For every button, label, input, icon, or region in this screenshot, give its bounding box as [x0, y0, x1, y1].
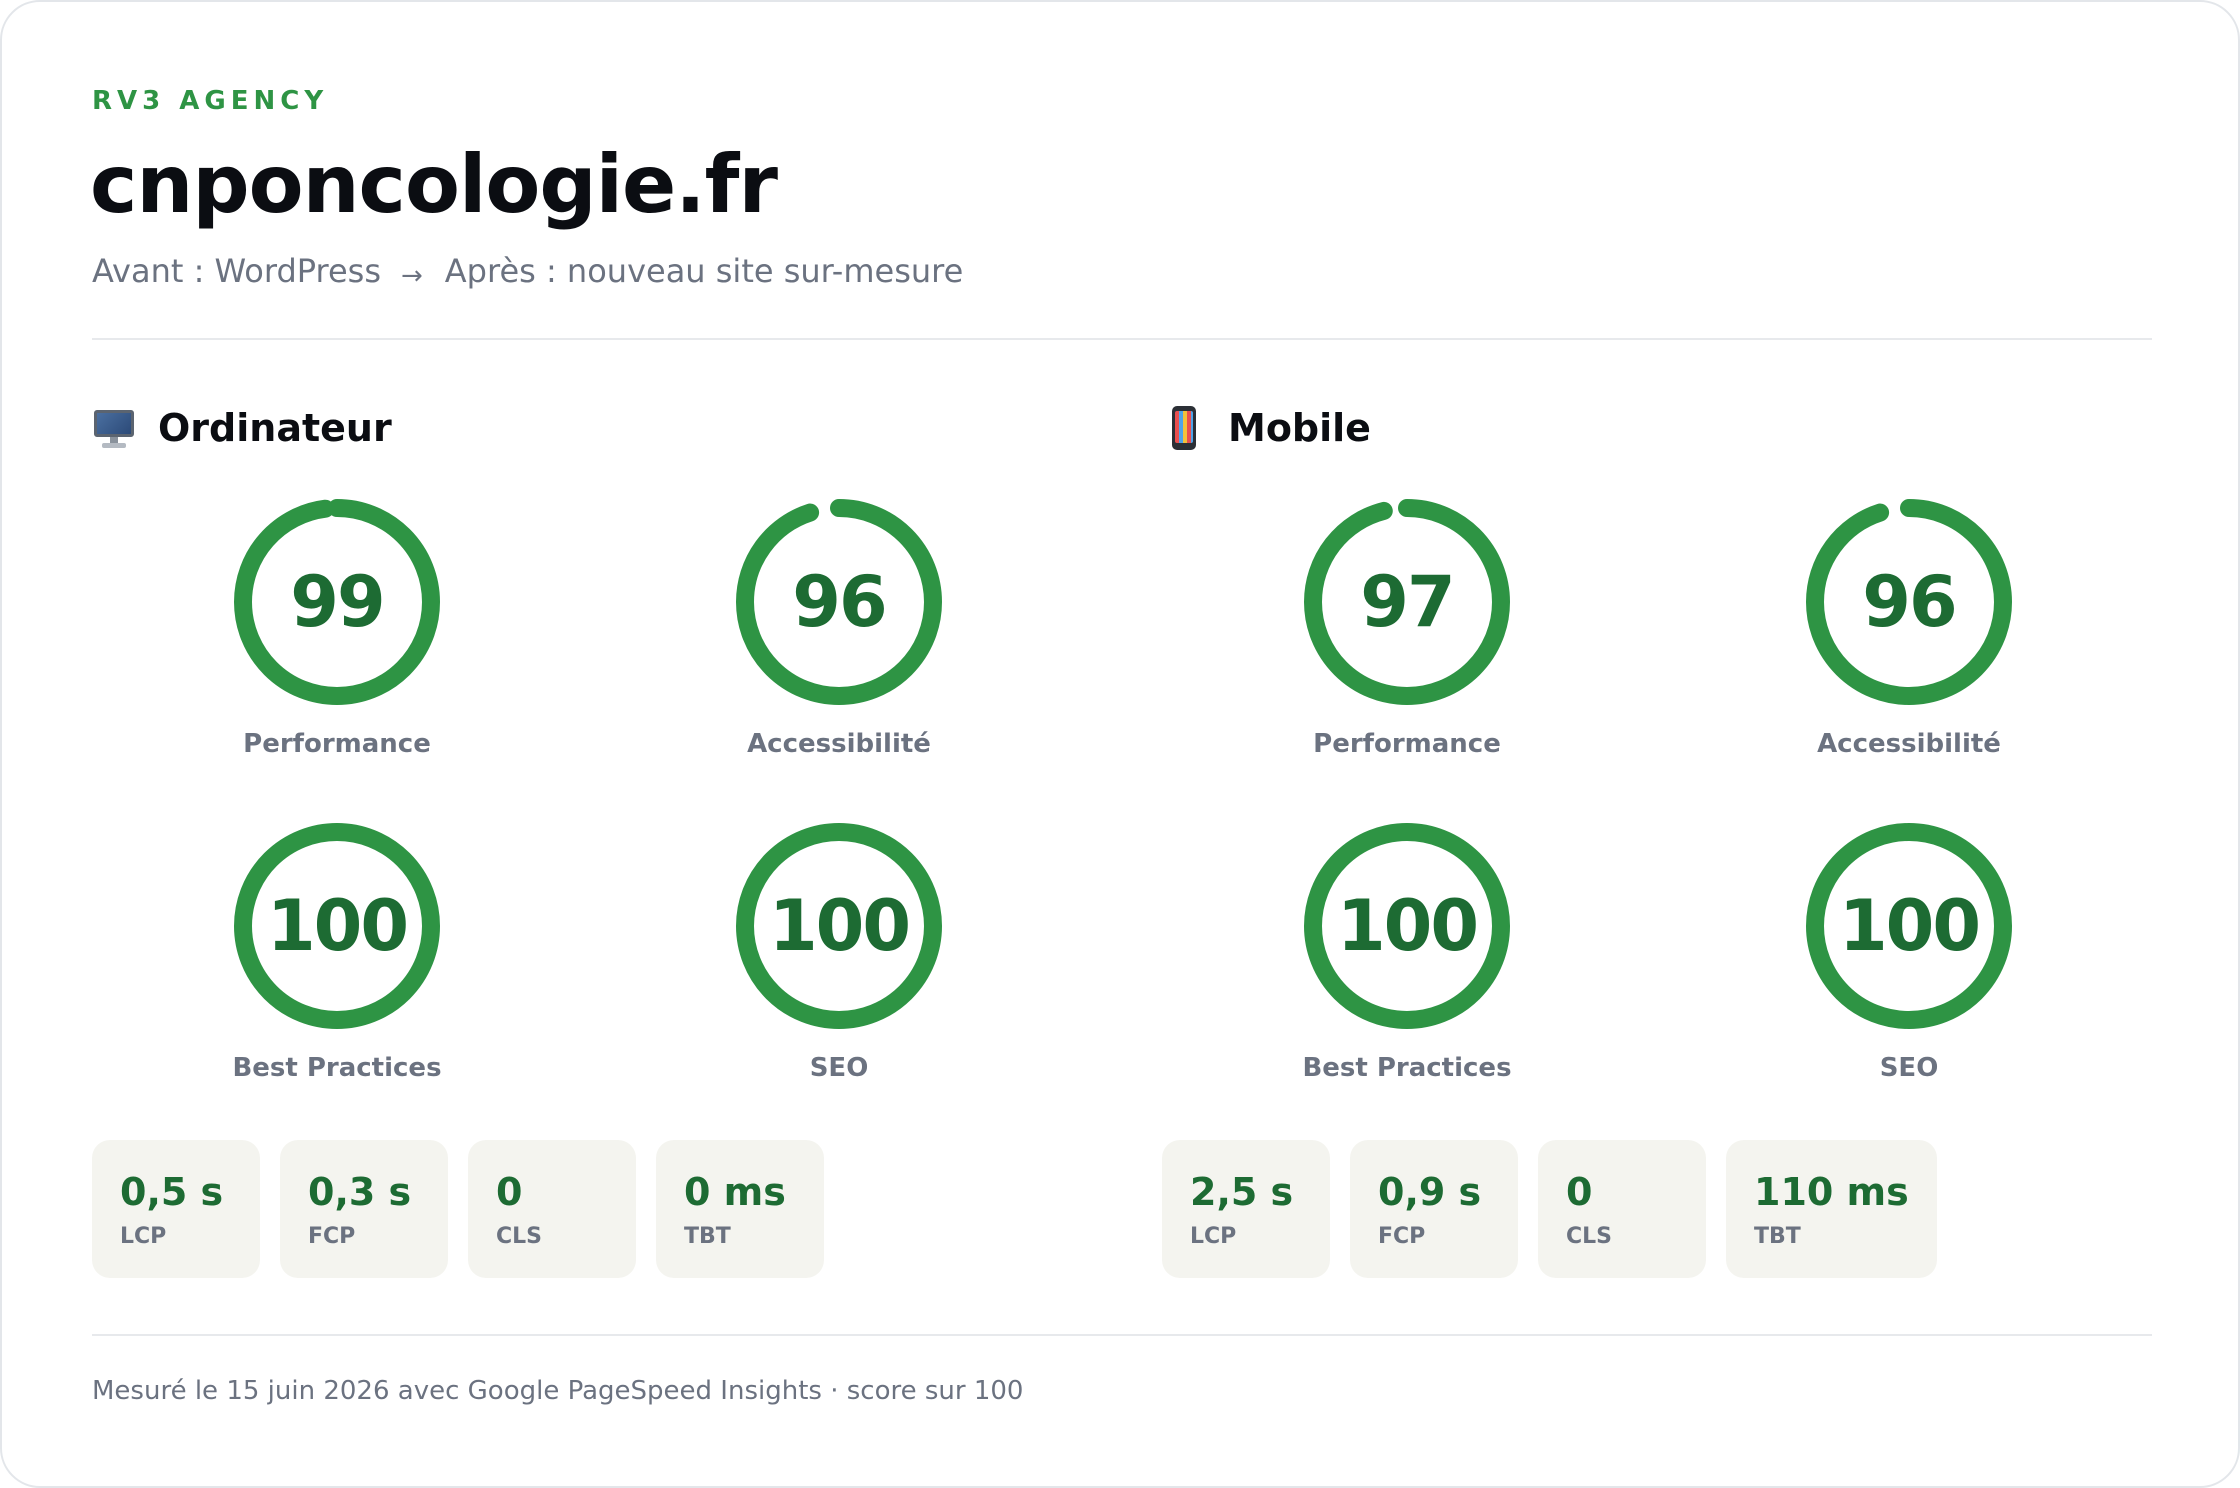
score-ring [736, 823, 942, 1029]
metric-value: 0 [496, 1169, 523, 1214]
metric-value: 2,5 s [1190, 1169, 1294, 1214]
metric-fcp: 0,3 s FCP [280, 1140, 448, 1278]
metric-cls: 0 CLS [1538, 1140, 1706, 1278]
mobile-panel: Mobile 97 Performance 96 Accessibilité 1… [1162, 392, 2162, 1292]
metric-cls: 0 CLS [468, 1140, 636, 1278]
score-value: 99 [290, 561, 385, 643]
metric-tbt: 0 ms TBT [656, 1140, 824, 1278]
after-label: Après : nouveau site sur-mesure [444, 252, 964, 290]
metric-label: CLS [1566, 1223, 1613, 1249]
score-ring [234, 823, 440, 1029]
score-label: Best Practices [232, 1053, 442, 1083]
metric-label: TBT [684, 1223, 731, 1249]
mobile-panel-header: Mobile [1162, 398, 1371, 458]
footer-note: Mesuré le 15 juin 2026 avec Google PageS… [92, 1376, 1024, 1406]
score-arc [234, 823, 440, 1029]
score-gauge-accessibility: 96 Accessibilité [684, 497, 984, 797]
mobile-panel-title: Mobile [1228, 406, 1371, 450]
score-value: 100 [1336, 885, 1479, 967]
before-label: Avant : WordPress [92, 252, 381, 290]
score-label: Accessibilité [747, 729, 931, 759]
metric-label: TBT [1754, 1223, 1801, 1249]
score-label: SEO [809, 1053, 869, 1083]
score-label: Best Practices [1302, 1053, 1512, 1083]
score-value: 96 [792, 561, 887, 643]
comparison-subtitle: Avant : WordPress → Après : nouveau site s… [92, 252, 964, 291]
score-gauge-best-practices: 100 Best Practices [182, 821, 482, 1121]
score-arc [1806, 823, 2012, 1029]
metric-value: 0,9 s [1378, 1169, 1482, 1214]
score-ring [234, 499, 440, 705]
metric-lcp: 2,5 s LCP [1162, 1140, 1330, 1278]
arrow-right-icon: → [400, 261, 423, 291]
metric-lcp: 0,5 s LCP [92, 1140, 260, 1278]
site-title: cnponcologie.fr [90, 138, 778, 231]
metric-label: FCP [308, 1223, 356, 1249]
score-ring [1304, 823, 1510, 1029]
score-value: 100 [1838, 885, 1981, 967]
desktop-panel-title: Ordinateur [158, 406, 392, 450]
metric-value: 0,5 s [120, 1169, 224, 1214]
footer-divider [92, 1334, 2152, 1336]
score-label: SEO [1879, 1053, 1939, 1083]
score-arc [1304, 823, 1510, 1029]
header-divider [92, 338, 2152, 340]
score-value: 97 [1360, 561, 1455, 643]
mobile-metrics: 2,5 s LCP 0,9 s FCP 0 CLS 110 ms TBT [1162, 1140, 1937, 1278]
score-label: Performance [243, 729, 431, 759]
score-gauge-performance: 99 Performance [182, 497, 482, 797]
desktop-metrics: 0,5 s LCP 0,3 s FCP 0 CLS 0 ms TBT [92, 1140, 824, 1278]
score-arc [234, 499, 440, 705]
score-ring [1806, 499, 2012, 705]
score-value: 96 [1862, 561, 1957, 643]
mobile-phone-icon [1162, 406, 1206, 450]
metric-label: LCP [1190, 1223, 1237, 1249]
score-gauge-best-practices: 100 Best Practices [1252, 821, 1552, 1121]
score-gauge-performance: 97 Performance [1252, 497, 1552, 797]
score-label: Accessibilité [1817, 729, 2001, 759]
score-gauge-seo: 100 SEO [684, 821, 984, 1121]
metric-value: 110 ms [1754, 1169, 1909, 1214]
metric-label: LCP [120, 1223, 167, 1249]
metric-tbt: 110 ms TBT [1726, 1140, 1937, 1278]
score-gauge-accessibility: 96 Accessibilité [1754, 497, 2054, 797]
score-gauge-seo: 100 SEO [1754, 821, 2054, 1121]
score-label: Performance [1313, 729, 1501, 759]
score-arc [736, 499, 942, 705]
metric-value: 0 [1566, 1169, 1593, 1214]
score-ring [1806, 823, 2012, 1029]
metric-value: 0,3 s [308, 1169, 412, 1214]
score-arc [1806, 499, 2012, 705]
metric-label: FCP [1378, 1223, 1426, 1249]
score-ring [1304, 499, 1510, 705]
score-arc [736, 823, 942, 1029]
metric-value: 0 ms [684, 1169, 786, 1214]
desktop-panel: Ordinateur 99 Performance 96 Accessibili… [92, 392, 1092, 1292]
score-value: 100 [768, 885, 911, 967]
metric-fcp: 0,9 s FCP [1350, 1140, 1518, 1278]
score-ring [736, 499, 942, 705]
metric-label: CLS [496, 1223, 543, 1249]
agency-name: RV3 AGENCY [92, 86, 329, 116]
desktop-computer-icon [92, 406, 136, 450]
score-value: 100 [266, 885, 409, 967]
desktop-panel-header: Ordinateur [92, 398, 392, 458]
score-arc [1304, 499, 1510, 705]
